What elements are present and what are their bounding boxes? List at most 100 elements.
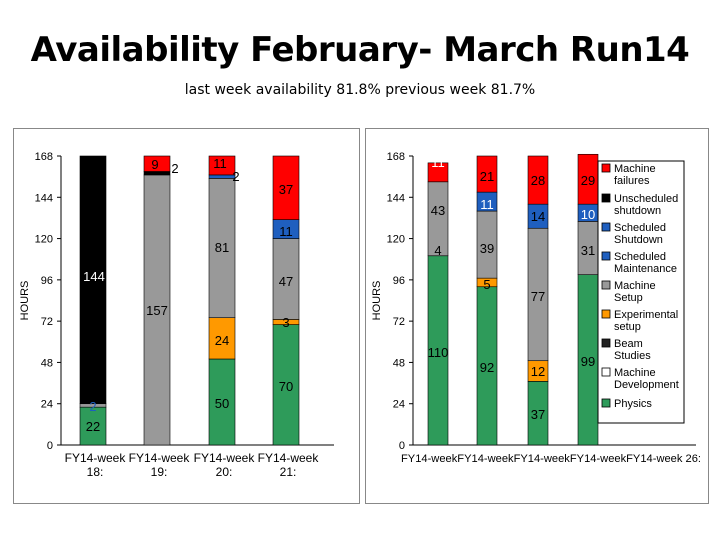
bar-segment <box>476 155 498 193</box>
legend-entry-label: Maintenance <box>614 263 677 275</box>
bar-segment <box>208 358 236 446</box>
left-x-tick-label: 20: <box>216 465 233 479</box>
legend-entry-label: Physics <box>614 398 652 410</box>
right-data-label: 99 <box>581 354 595 369</box>
left-data-label: 2 <box>171 161 178 176</box>
left-y-tick-label: 0 <box>47 440 53 452</box>
right-data-label: 39 <box>480 241 494 256</box>
slide-subtitle: last week availability 81.8% previous we… <box>184 82 536 98</box>
right-data-label: 28 <box>531 173 545 188</box>
legend-entry-label: Studies <box>614 350 651 362</box>
legend-swatch <box>601 222 611 232</box>
right-data-label: 14 <box>531 209 545 224</box>
right-data-label: 92 <box>480 360 494 375</box>
legend-entry-label: Scheduled <box>614 222 666 234</box>
legend-entry-label: Scheduled <box>614 251 666 263</box>
left-x-tick-label: FY14-week <box>258 451 320 465</box>
bar-segment <box>208 174 236 179</box>
legend-swatch <box>601 398 611 408</box>
legend-entry-label: Beam <box>614 338 643 350</box>
right-data-label: 5 <box>483 277 490 292</box>
right-y-tick-label: 96 <box>393 275 405 287</box>
left-stacked-bar-chart: 024487296120144168HOURSFY14-week18:FY14-… <box>19 151 334 479</box>
left-data-label: 50 <box>215 396 229 411</box>
bar-segment <box>527 155 549 205</box>
slide-title: Availability February- March Run14 <box>30 30 690 70</box>
legend-swatch <box>601 338 611 348</box>
legend-entry-label: Development <box>614 379 679 391</box>
bar-segment <box>272 155 300 220</box>
left-data-label: 9 <box>151 157 158 172</box>
legend-entry-label: Machine <box>614 163 656 175</box>
bar-segment <box>272 238 300 320</box>
bar-segment <box>143 174 171 446</box>
left-data-label: 2 <box>89 399 96 414</box>
right-y-tick-label: 72 <box>393 316 405 328</box>
legend-entry-label: Machine <box>614 367 656 379</box>
right-data-label: 12 <box>531 364 545 379</box>
right-y-tick-label: 168 <box>387 151 405 163</box>
left-data-label: 11 <box>213 156 227 171</box>
left-data-label: 37 <box>279 182 293 197</box>
left-data-label: 11 <box>279 224 293 239</box>
left-y-tick-label: 48 <box>41 357 53 369</box>
right-data-label: 11 <box>480 197 494 212</box>
left-x-tick-label: 19: <box>151 465 168 479</box>
right-y-tick-label: 48 <box>393 357 405 369</box>
legend-swatch <box>601 309 611 319</box>
left-data-label: 3 <box>282 315 289 330</box>
left-y-tick-label: 144 <box>35 192 53 204</box>
legend-entry-label: shutdown <box>614 205 661 217</box>
left-y-tick-label: 168 <box>35 151 53 163</box>
right-data-label: 21 <box>480 169 494 184</box>
right-y-tick-label: 144 <box>387 192 405 204</box>
left-y-tick-label: 96 <box>41 275 53 287</box>
left-data-label: 47 <box>279 274 293 289</box>
right-x-tick-labels: FY14-weekFY14-weekFY14-weekFY14-weekFY14… <box>401 453 701 465</box>
left-y-axis-label: HOURS <box>19 281 31 321</box>
right-data-label: 110 <box>428 345 449 360</box>
legend-entry-label: Setup <box>614 292 643 304</box>
left-x-tick-label: 18: <box>87 465 104 479</box>
legend-swatch <box>601 251 611 261</box>
left-data-label: 157 <box>146 303 168 318</box>
right-data-label: 37 <box>531 407 545 422</box>
left-data-label: 24 <box>215 333 229 348</box>
bar-segment <box>143 155 171 172</box>
right-y-tick-label: 0 <box>399 440 405 452</box>
legend-swatch <box>601 280 611 290</box>
right-data-label: 43 <box>431 203 445 218</box>
legend-swatch <box>601 163 611 173</box>
bar-segment <box>427 162 449 183</box>
left-x-tick-label: FY14-week <box>194 451 256 465</box>
bar-segment <box>208 155 236 176</box>
legend-box <box>597 160 685 424</box>
bar-segment <box>272 324 300 446</box>
legend-swatch <box>601 367 611 377</box>
left-y-tick-label: 120 <box>35 234 53 246</box>
left-data-label: 2 <box>232 169 239 184</box>
right-chart-panel: 0 24 48 72 96 120 144 168 HOURS FY14-weekFY14-wee… <box>365 128 709 504</box>
left-x-tick-label: FY14-week <box>65 451 127 465</box>
left-chart-panel: 0 24 48 72 96 120 144 168 HOURS FY14-week 18: FY14-… <box>13 128 360 504</box>
right-data-label: 11 <box>431 155 445 170</box>
left-x-tick-label: 21: <box>280 465 297 479</box>
bar-segment <box>208 178 236 319</box>
right-y-axis-label: HOURS <box>371 281 383 321</box>
right-y-tick-label: 120 <box>387 234 405 246</box>
legend-entry-label: Experimental <box>614 309 678 321</box>
right-data-label: 29 <box>581 173 595 188</box>
right-y-tick-label: 24 <box>393 399 405 411</box>
legend-entry-label: Machine <box>614 280 656 292</box>
left-data-label: 81 <box>215 240 229 255</box>
legend-entry-label: Unscheduled <box>614 193 678 205</box>
legend-entry-label: setup <box>614 321 641 333</box>
bar-segment <box>79 155 107 405</box>
right-data-label: 4 <box>434 243 441 258</box>
legend-entry-label: failures <box>614 175 650 187</box>
right-data-label: 10 <box>581 207 595 222</box>
left-data-label: 144 <box>83 269 105 284</box>
right-data-label: 77 <box>531 289 545 304</box>
right-data-label: 31 <box>581 243 595 258</box>
left-data-label: 70 <box>279 379 293 394</box>
